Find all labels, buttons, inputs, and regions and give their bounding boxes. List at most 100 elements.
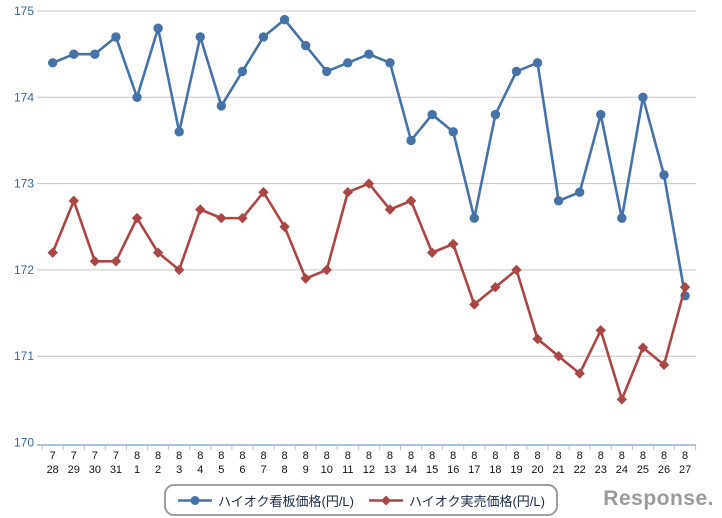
- data-point-diamond: [321, 264, 332, 276]
- x-axis-label-day: 10: [321, 464, 333, 476]
- x-axis-label-month: 8: [239, 450, 245, 462]
- x-axis-label-day: 7: [260, 464, 266, 476]
- x-axis-label-month: 8: [197, 450, 203, 462]
- data-point-diamond: [110, 256, 122, 267]
- x-axis-label-day: 15: [426, 464, 438, 476]
- x-axis-label-month: 8: [450, 450, 456, 462]
- x-axis-label-day: 11: [342, 464, 353, 476]
- data-point-circle: [111, 32, 121, 42]
- data-point-circle: [300, 40, 311, 51]
- data-point-diamond: [553, 351, 564, 362]
- data-point-circle: [638, 92, 648, 103]
- x-axis-label-day: 22: [574, 464, 586, 476]
- data-point-diamond: [384, 204, 396, 215]
- data-point-diamond: [679, 281, 691, 293]
- data-point-circle: [532, 58, 543, 68]
- data-point-diamond: [68, 195, 79, 207]
- x-axis-label-day: 9: [303, 464, 309, 476]
- data-point-circle: [511, 66, 522, 77]
- legend-item-actual-price: ハイオク実売価格(円/L): [368, 491, 545, 510]
- x-axis-label-month: 8: [682, 450, 688, 462]
- x-axis-label-month: 8: [345, 450, 351, 462]
- x-axis-label-day: 24: [616, 464, 628, 476]
- x-axis-label-month: 8: [429, 450, 435, 462]
- x-axis-label-month: 8: [513, 450, 519, 462]
- data-point-circle: [596, 109, 606, 120]
- data-point-diamond: [152, 247, 164, 258]
- data-point-circle: [322, 66, 332, 77]
- data-point-diamond: [216, 212, 227, 224]
- data-point-circle: [258, 32, 269, 42]
- x-axis-label-month: 8: [471, 450, 477, 462]
- x-axis-label-day: 2: [155, 464, 161, 476]
- data-point-diamond: [405, 195, 417, 207]
- x-axis-label-day: 19: [510, 464, 522, 476]
- x-axis-label-month: 8: [218, 450, 224, 462]
- data-point-diamond: [426, 247, 438, 258]
- data-point-diamond: [616, 394, 628, 405]
- red-line-diamond-marker-icon: [369, 495, 403, 505]
- data-point-circle: [279, 14, 290, 25]
- data-point-circle: [195, 32, 205, 42]
- y-axis-label: 172: [14, 263, 34, 277]
- data-point-circle: [48, 58, 58, 68]
- y-axis-label: 170: [14, 436, 34, 450]
- data-point-circle: [385, 58, 395, 68]
- x-axis-label-day: 23: [595, 464, 607, 476]
- data-point-diamond: [490, 281, 501, 293]
- x-axis-label-day: 20: [531, 464, 543, 476]
- x-axis-label-month: 8: [492, 450, 498, 462]
- x-axis-label-month: 8: [556, 450, 562, 462]
- x-axis-label-month: 8: [387, 450, 393, 462]
- x-axis-label-month: 8: [619, 450, 625, 462]
- x-axis-label-month: 7: [71, 450, 77, 462]
- x-axis-label-day: 25: [637, 464, 649, 476]
- blue-line-circle-marker-icon: [178, 495, 213, 505]
- data-point-diamond: [637, 342, 649, 353]
- y-axis-label: 173: [14, 177, 34, 191]
- data-point-circle: [553, 196, 564, 206]
- x-axis-label-day: 1: [134, 464, 140, 476]
- data-point-diamond: [342, 187, 354, 198]
- data-point-circle: [448, 127, 458, 137]
- x-axis-label-day: 13: [384, 464, 396, 476]
- legend-label-signboard-price: ハイオク看板価格(円/L): [218, 493, 354, 509]
- data-point-circle: [174, 127, 184, 137]
- data-point-circle: [406, 135, 416, 146]
- x-axis-label-month: 8: [598, 450, 604, 462]
- legend-label-actual-price: ハイオク実売価格(円/L): [409, 493, 545, 509]
- data-point-circle: [364, 49, 374, 59]
- x-axis-label-day: 26: [658, 464, 670, 476]
- x-axis-label-day: 27: [679, 464, 691, 476]
- data-point-circle: [490, 109, 501, 120]
- data-point-circle: [469, 213, 479, 223]
- series-line-0: [51, 18, 687, 298]
- data-point-diamond: [658, 359, 670, 371]
- data-point-diamond: [47, 247, 58, 258]
- line-chart: 1701711721731741757287297307318182838485…: [14, 4, 697, 476]
- y-axis-label: 171: [14, 349, 34, 363]
- data-point-circle: [132, 92, 142, 103]
- x-axis-label-day: 30: [89, 464, 101, 476]
- data-point-diamond: [300, 273, 311, 284]
- data-point-diamond: [595, 325, 606, 336]
- x-axis-label-month: 8: [640, 450, 646, 462]
- x-axis-label-month: 8: [303, 450, 309, 462]
- x-axis-label-day: 28: [47, 464, 59, 476]
- data-point-circle: [153, 23, 163, 33]
- data-point-diamond: [173, 264, 185, 276]
- data-point-diamond: [363, 178, 375, 189]
- x-axis-label-day: 21: [552, 464, 564, 476]
- legend-item-signboard-price: ハイオク看板価格(円/L): [177, 491, 354, 510]
- x-axis-label-day: 4: [197, 464, 203, 476]
- data-point-circle: [427, 109, 437, 120]
- x-axis-label-month: 8: [134, 450, 140, 462]
- data-point-circle: [343, 58, 353, 68]
- x-axis-label-day: 31: [110, 464, 122, 476]
- y-axis-label: 175: [14, 4, 34, 18]
- x-axis-label-month: 7: [92, 450, 98, 462]
- x-axis-label-day: 17: [468, 464, 480, 476]
- x-axis-label-day: 6: [239, 464, 245, 476]
- data-point-diamond: [574, 368, 585, 379]
- data-point-diamond: [195, 204, 206, 215]
